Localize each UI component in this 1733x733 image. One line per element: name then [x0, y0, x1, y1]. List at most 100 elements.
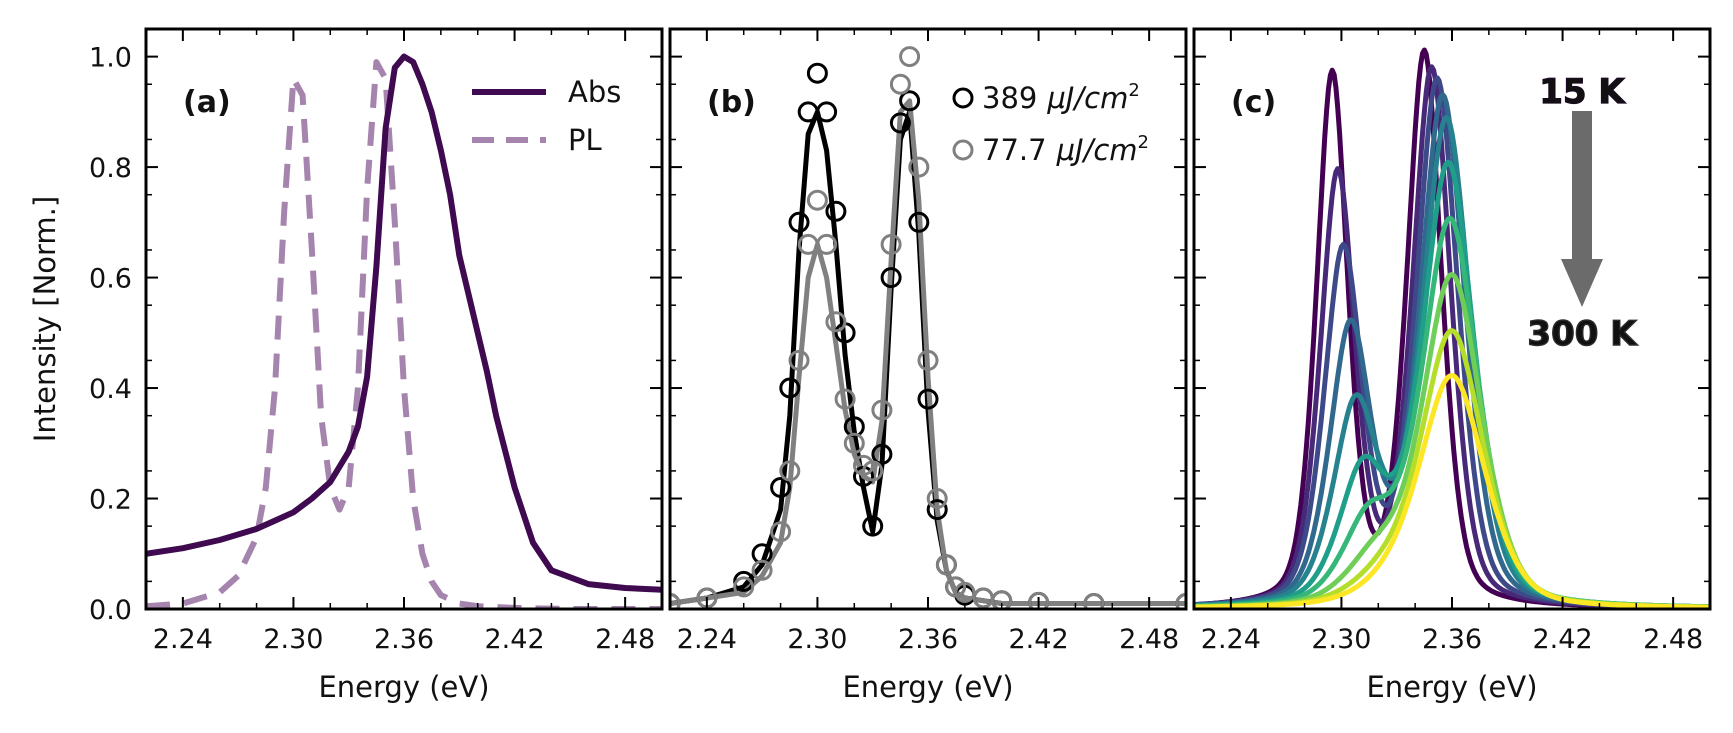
x-tick-label: 2.48 [595, 624, 655, 655]
series-1-point [843, 432, 865, 454]
legend-777-unit: μJ/cm [1056, 133, 1138, 167]
legend-777-label: 77.7 μJ/cm2 [982, 132, 1149, 167]
series-1-point [862, 460, 884, 482]
series-1-point [1083, 593, 1105, 609]
series-1-point [899, 46, 921, 68]
x-tick-label: 2.42 [1009, 624, 1069, 655]
series-1-point [880, 233, 902, 255]
series-1-point [806, 189, 828, 211]
series-1-point [733, 576, 755, 598]
panel-b-xlabel: Energy (eV) [842, 670, 1013, 704]
series-0-point [806, 62, 828, 84]
series-0-point [797, 101, 819, 123]
panel-c-frame [1192, 27, 1712, 611]
series-0-point [880, 267, 902, 289]
panel-b: 2.24 2.30 2.36 2.42 2.48 (b) Energy (eV) 389… [668, 27, 1188, 704]
panel-c-label: (c) [1231, 85, 1276, 120]
series-0-point [917, 388, 939, 410]
series-0-point [779, 377, 801, 399]
series-0-point [926, 499, 948, 521]
series-1-fit-line [670, 98, 1186, 606]
series-270K-line [1194, 328, 1710, 609]
series-300K-line [1194, 373, 1710, 609]
series-1-point [834, 388, 856, 410]
legend-389-marker [952, 87, 974, 109]
series-0-point [862, 515, 884, 537]
series-0-point [871, 443, 893, 465]
legend-389-value: 389 [982, 81, 1037, 115]
x-tick-label: 2.24 [153, 624, 213, 655]
series-0-point [908, 211, 930, 233]
series-1-point [954, 581, 976, 603]
panel-a-data [146, 53, 662, 609]
series-1-point [991, 590, 1013, 609]
x-tick-label: 2.36 [898, 624, 958, 655]
x-tick-label: 2.36 [1422, 624, 1482, 655]
legend-389-sup: 2 [1128, 80, 1139, 101]
series-1-point [670, 593, 681, 609]
series-1-point [926, 488, 948, 509]
x-tick-label: 2.42 [485, 624, 545, 655]
series-0-point [899, 90, 921, 112]
panel-a: 2.24 2.30 2.36 2.42 2.48 0.0 0.2 0.4 0.6 0.8 1.0 (… [28, 27, 664, 704]
x-tick-label: 2.30 [263, 624, 323, 655]
x-tick-label: 2.36 [374, 624, 434, 655]
panel-a-xlabel: Energy (eV) [318, 670, 489, 704]
series-0-point [816, 101, 838, 123]
series-1-point [917, 349, 939, 371]
legend-pl-label: PL [568, 123, 602, 157]
temp-start-label: 15 K [1539, 72, 1626, 112]
panel-b-frame [668, 27, 1188, 611]
legend-777-value: 77.7 [982, 133, 1047, 167]
x-tick-label: 2.30 [787, 624, 847, 655]
panel-c-xlabel: Energy (eV) [1366, 670, 1537, 704]
panel-b-data [670, 46, 1186, 609]
y-tick-label: 0.2 [89, 485, 132, 516]
panel-b-legend: 389 μJ/cm2 77.7 μJ/cm2 [952, 80, 1149, 167]
series-1-point [825, 311, 847, 333]
panel-c-data [1194, 47, 1710, 609]
y-tick-label: 0.8 [89, 153, 132, 184]
series-1-point [871, 399, 893, 421]
series-0-point [889, 112, 911, 134]
panel-a-frame [144, 27, 664, 611]
series-0-point [770, 477, 792, 498]
y-tick-label: 0.0 [89, 595, 132, 626]
temperature-arrow-head [1561, 259, 1603, 307]
series-1-point [908, 156, 930, 178]
x-tick-label: 2.48 [1119, 624, 1179, 655]
y-tick-label: 1.0 [89, 43, 132, 74]
panel-a-ylabel: Intensity [Norm.] [28, 196, 62, 442]
series-1-point [1028, 591, 1050, 609]
legend-777-marker [952, 139, 974, 161]
series-1-point [770, 521, 792, 543]
series-1-point [788, 349, 810, 371]
x-tick-label: 2.24 [1201, 624, 1261, 655]
legend-389-unit: μJ/cm [1046, 81, 1128, 115]
x-tick-label: 2.24 [677, 624, 737, 655]
series-1-point [779, 460, 801, 482]
temp-end-label: 300 K [1527, 314, 1638, 354]
series-1-point [751, 559, 773, 581]
panel-c-ticks: 2.24 2.30 2.36 2.42 2.48 [1193, 28, 1711, 655]
series-0-point [733, 570, 755, 592]
series-0-point [788, 211, 810, 233]
panel-b-label: (b) [707, 85, 756, 120]
temperature-arrow [1561, 111, 1603, 307]
legend-abs-label: Abs [568, 75, 621, 109]
series-1-point [816, 233, 838, 255]
panel-a-legend: Abs PL [472, 75, 621, 157]
series-1-point [935, 554, 957, 576]
series-abs-line [146, 53, 662, 593]
panel-a-label: (a) [183, 85, 231, 120]
x-tick-label: 2.30 [1311, 624, 1371, 655]
panel-c: 2.24 2.30 2.36 2.42 2.48 (c) Energy (eV) 15 … [1192, 27, 1712, 704]
legend-777-sup: 2 [1138, 132, 1149, 153]
x-tick-label: 2.42 [1533, 624, 1593, 655]
panel-b-ticks: 2.24 2.30 2.36 2.42 2.48 [669, 28, 1187, 655]
panel-a-ticks: 2.24 2.30 2.36 2.42 2.48 0.0 0.2 0.4 0.6 0.8 1.0 [89, 28, 663, 655]
series-1-point [1175, 593, 1186, 609]
series-1-point [889, 73, 911, 95]
y-tick-label: 0.4 [89, 374, 132, 405]
